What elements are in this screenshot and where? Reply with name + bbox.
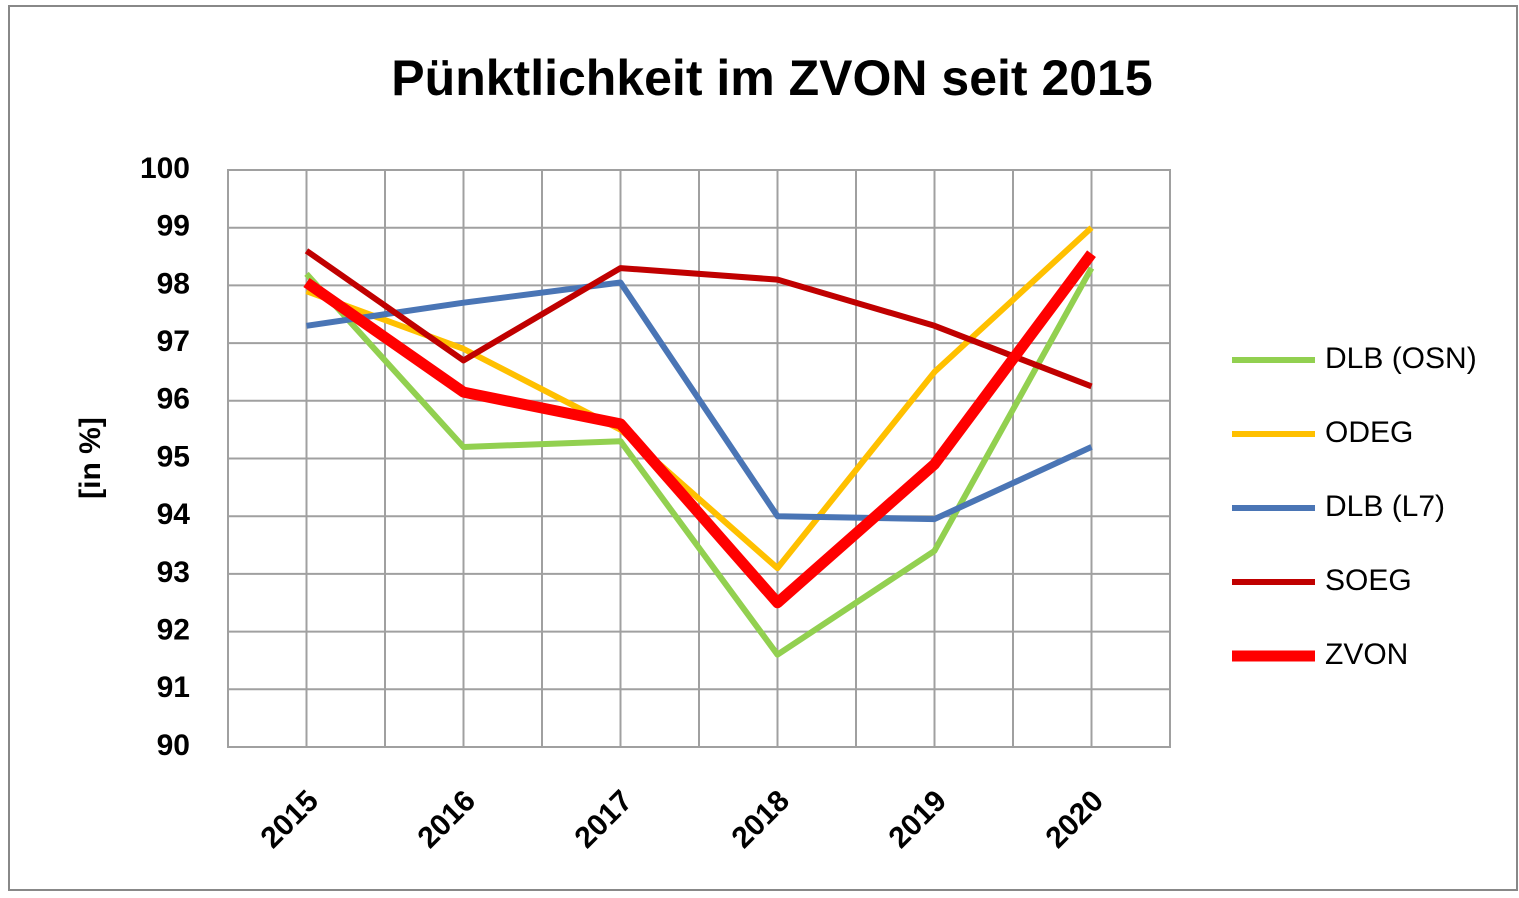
y-tick-label: 90 — [157, 729, 190, 762]
series-line — [306, 279, 1093, 523]
chart-title: Pünktlichkeit im ZVON seit 2015 — [391, 50, 1152, 106]
y-tick-label: 93 — [157, 556, 190, 589]
plot-border — [227, 169, 1171, 748]
y-tick-label: 91 — [157, 671, 190, 704]
y-tick-label: 99 — [157, 210, 190, 243]
y-tick-label: 92 — [157, 614, 190, 647]
y-tick-label: 96 — [157, 383, 190, 416]
y-tick-label: 98 — [157, 267, 190, 300]
series-line — [304, 266, 1095, 658]
y-tick-label: 97 — [157, 325, 190, 358]
y-tick-label: 94 — [157, 498, 191, 531]
legend-label: DLB (OSN) — [1325, 342, 1477, 375]
legend-label: SOEG — [1325, 564, 1412, 597]
legend-label: ZVON — [1325, 638, 1408, 671]
y-axis-label: [in %] — [74, 417, 107, 499]
legend-label: DLB (L7) — [1325, 490, 1445, 523]
y-tick-label: 95 — [157, 440, 190, 473]
legend-label: ODEG — [1325, 416, 1413, 449]
series-line — [304, 248, 1093, 390]
series-line — [303, 250, 1096, 609]
chart-frame — [8, 5, 1518, 891]
y-tick-label: 100 — [140, 152, 190, 185]
